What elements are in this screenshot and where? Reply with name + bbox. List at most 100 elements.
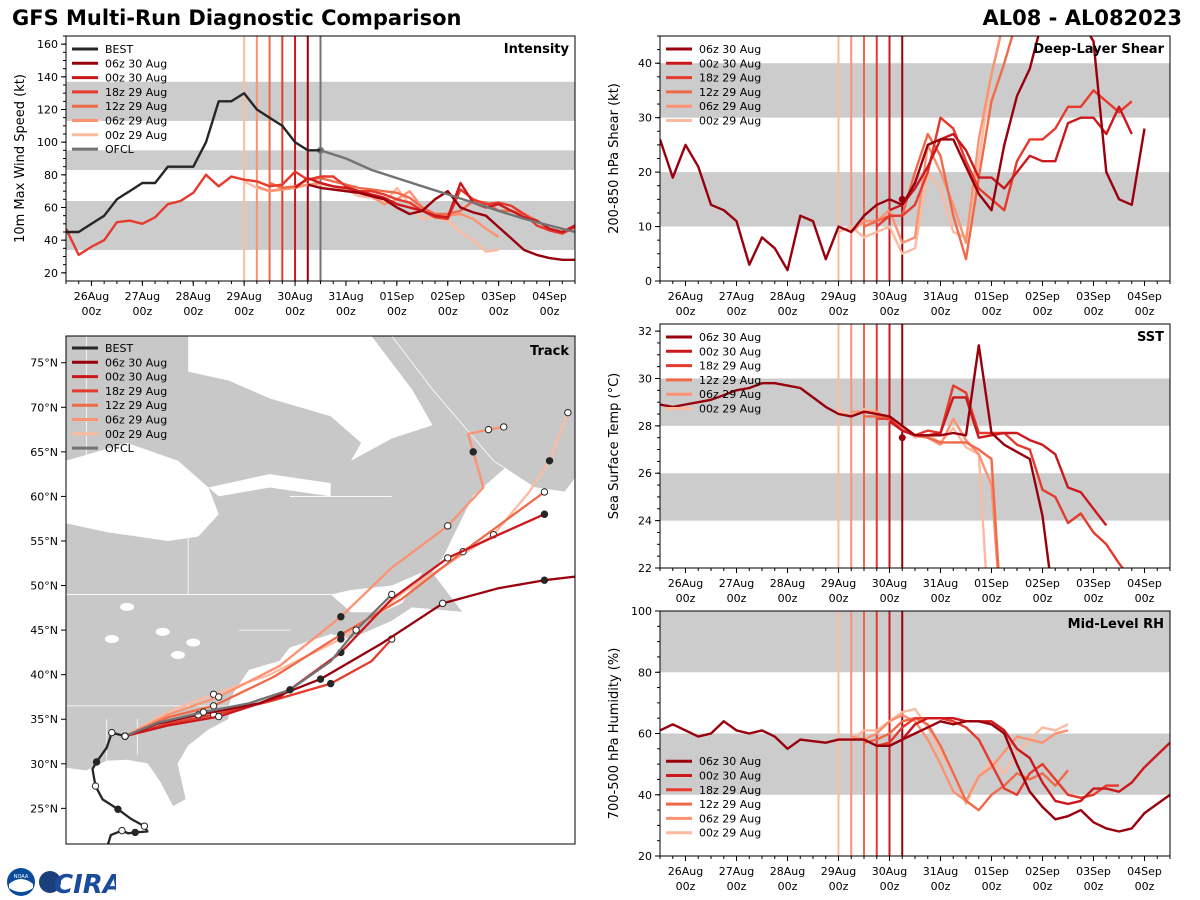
plot-area [66,36,575,281]
x-tick-label: 03Sep [481,290,516,303]
band-1 [660,611,1170,673]
x-tick-sublabel: 00z [727,592,747,605]
x-tick-sublabel: 00z [1135,305,1155,318]
x-tick-sublabel: 00z [931,880,951,893]
x-tick-label: 02Sep [1025,577,1060,590]
track-point-06z-29-aug [337,613,345,621]
x-tick-sublabel: 00z [387,305,407,318]
noaa-badge-text: NOAA [14,874,29,880]
legend-label: 12z 29 Aug [699,798,761,811]
legend-label: 06z 29 Aug [699,100,761,113]
x-tick-label: 28Aug [770,577,805,590]
track-point-06z-30-aug [577,585,583,591]
track-06z-29-aug [124,425,504,738]
x-tick-sublabel: 00z [982,305,1002,318]
legend-label: 12z 29 Aug [105,399,167,412]
legend-label: 06z 30 Aug [699,331,761,344]
x-tick-sublabel: 00z [727,305,747,318]
y-tick-label: 10 [638,221,652,234]
track-point-06z-29-aug [469,448,477,456]
x-tick-label: 28Aug [770,290,805,303]
track-point-06z-30-aug [438,599,447,608]
track-point-best [121,732,129,740]
x-tick-label: 01Sep [974,865,1009,878]
x-tick-sublabel: 00z [880,305,900,318]
chart-shear: 0 10 20 30 40 26Aug 00z 27Aug 00z 28Aug 00z 29Aug 00… [607,35,1171,318]
series-06z-30-aug [660,720,1170,833]
y-tick-label: 26 [638,467,652,480]
x-tick-label: 01Sep [974,577,1009,590]
x-tick-sublabel: 00z [438,305,458,318]
legend-label: OFCL [105,143,135,156]
lat-tick-label: 35°N [30,713,58,726]
x-tick-sublabel: 00z [880,880,900,893]
y-tick-label: 40 [638,789,652,802]
chart-title: Deep-Layer Shear [1033,42,1164,57]
map-frame [65,335,576,845]
x-tick-label: 02Sep [1025,290,1060,303]
series-00z-29-aug [837,408,987,568]
map-area [66,336,583,844]
y-axis-label: Sea Surface Temp (°C) [607,373,622,520]
lat-tick-label: 25°N [30,802,58,815]
track-point-ofcl [388,590,396,599]
x-tick-label: 03Sep [1076,577,1111,590]
x-tick-label: 04Sep [1127,865,1162,878]
track-06z-30-aug [124,575,575,738]
track-point-12z-29-aug [337,630,345,639]
lat-tick-label: 30°N [30,758,58,771]
legend-label: 06z 29 Aug [699,812,761,825]
track-point-06z-29-aug [444,522,452,530]
y-tick-label: 30 [638,372,652,385]
y-tick-label: 120 [37,104,58,117]
y-tick-label: 0 [645,275,652,288]
legend-label: 00z 29 Aug [699,827,761,840]
y-tick-label: 22 [638,562,652,575]
band-0 [660,473,1170,521]
track-point-18z-29-aug [326,679,335,688]
track-point-ofcl [352,626,360,634]
legend-label: 00z 29 Aug [105,129,167,142]
land-mass [66,336,575,808]
legend-label: 06z 30 Aug [105,57,167,70]
x-tick-label: 29Aug [821,290,856,303]
x-tick-label: 01Sep [974,290,1009,303]
x-tick-label: 04Sep [532,290,567,303]
hudson-bay [66,442,219,541]
x-tick-sublabel: 00z [1084,592,1104,605]
chart-track: 25°N 30°N 35°N 40°N 45°N 50°N 55°N 60°N 65°N 70°N… [30,335,583,845]
x-tick-sublabel: 00z [82,305,102,318]
x-tick-label: 27Aug [719,865,754,878]
y-tick-label: 28 [638,420,652,433]
track-point-00z-29-aug [545,457,554,465]
x-tick-label: 31Aug [923,290,958,303]
track-point-00z-29-aug [564,408,572,417]
y-tick-label: 100 [37,136,58,149]
lat-tick-label: 55°N [30,535,58,548]
series-marker-06z-30-aug [898,195,906,203]
x-tick-sublabel: 00z [336,305,356,318]
series-06z-30-aug [660,344,1051,568]
legend-label: 00z 30 Aug [699,770,761,783]
x-tick-label: 01Sep [379,290,414,303]
x-tick-label: 29Aug [821,577,856,590]
x-tick-label: 28Aug [176,290,211,303]
lat-tick-label: 75°N [30,357,58,370]
track-point-00z-30-aug [444,554,452,562]
x-tick-label: 27Aug [719,577,754,590]
lat-tick-label: 65°N [30,446,58,459]
track-point-ofcl [286,686,294,694]
band-1 [660,63,1170,118]
track-point-00z-30-aug [215,712,223,721]
series-06z-30-aug [307,183,575,261]
y-tick-label: 80 [44,169,58,182]
davis-strait [188,336,433,461]
track-point-12z-29-aug [540,488,549,496]
chart-title: Track [530,344,569,359]
band-0 [660,733,1170,795]
x-tick-sublabel: 00z [931,305,951,318]
track-point-06z-30-aug [316,675,325,683]
x-tick-sublabel: 00z [1033,880,1053,893]
legend-label: 00z 30 Aug [105,72,167,85]
